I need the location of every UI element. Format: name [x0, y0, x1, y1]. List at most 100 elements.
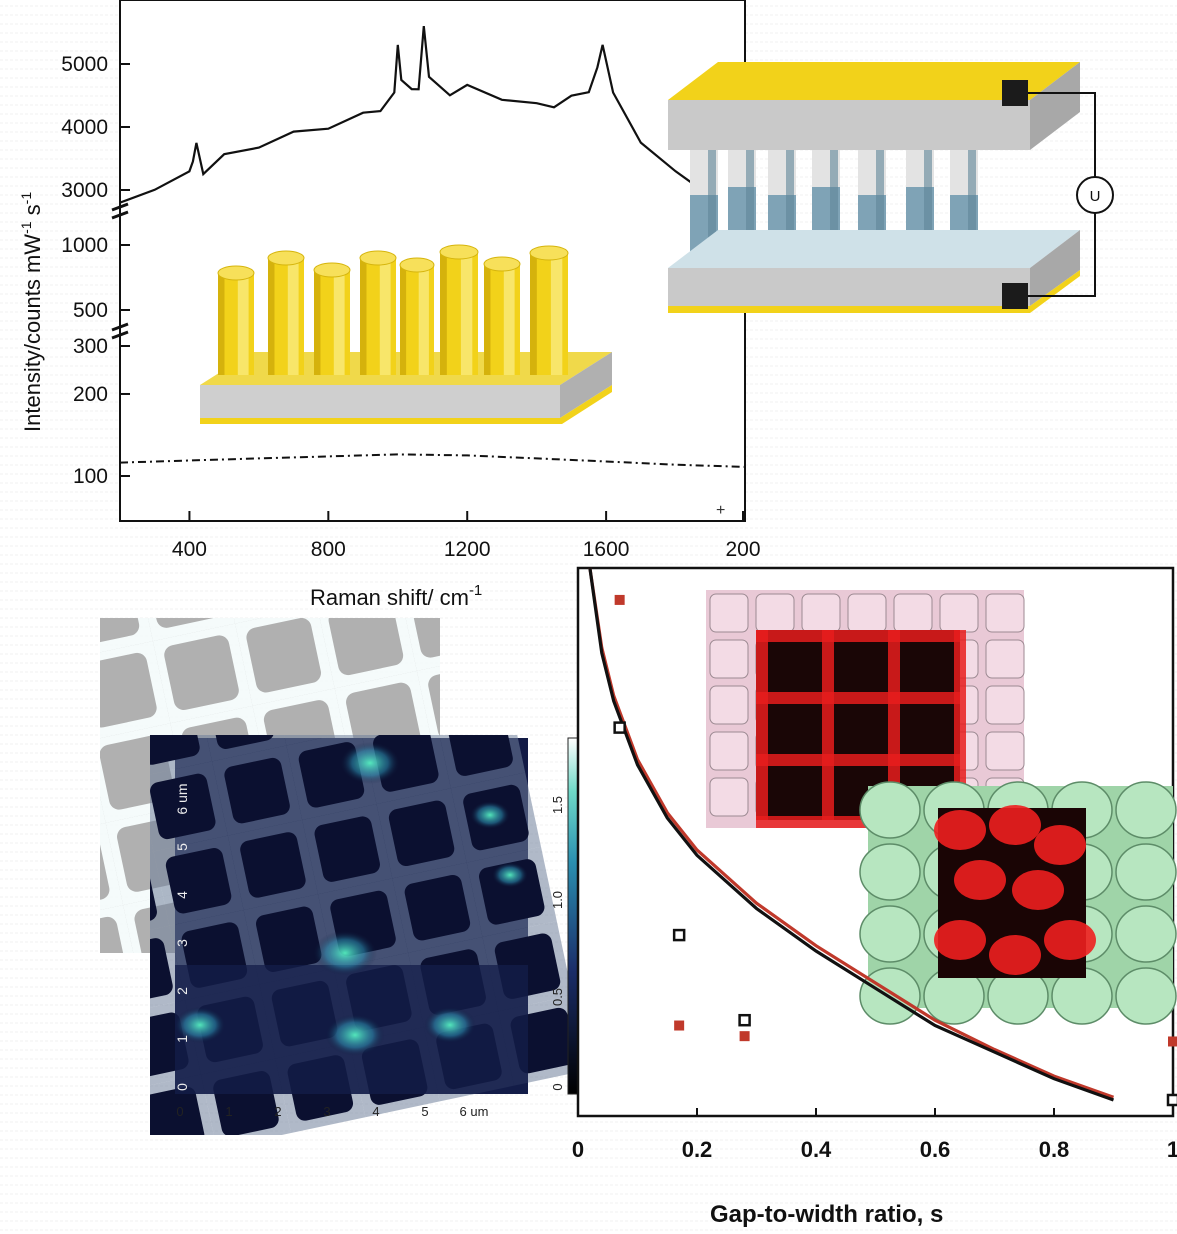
x-tick-label: 800	[311, 538, 346, 561]
heatmap-x-tick-label: 6 um	[460, 1104, 489, 1119]
heatmap-y-tick-label: 5	[174, 843, 190, 851]
heatmap-dark-cell	[388, 800, 455, 867]
heatmap-y-tick-label: 4	[174, 891, 190, 899]
red-blob	[1034, 825, 1086, 865]
colorbar-tick-label: 0	[550, 1083, 565, 1090]
heatmap-dark-cell	[447, 735, 513, 776]
micrograph-square	[100, 916, 127, 953]
x-axis-label: Raman shift/ cm-1	[310, 582, 482, 610]
red-blob	[989, 935, 1041, 975]
heatmap-dark-cell	[255, 906, 322, 972]
gap-x-ticks: 0 0.2 0.4 0.6 0.8 1	[572, 1108, 1177, 1162]
heatmap-dark-cell	[150, 773, 216, 840]
raman-plot-frame	[119, 0, 746, 522]
raman-chart: 5000 4000 3000 1000 500 300 200 100 400 800 1200 1…	[18, 0, 1114, 610]
raman-intensity-heatmap: 0 1 2 3 4 5 6 um 0 1 2 3 4 5 6 um 0 0.5 1.0 1.5	[150, 735, 589, 1135]
gap-x-tick-label: 0.8	[1039, 1137, 1070, 1162]
red-blob	[934, 810, 986, 850]
heatmap-hotspot	[325, 1014, 385, 1056]
x-tick-label: 1200	[444, 538, 491, 561]
red-blob	[954, 860, 1006, 900]
gold-pillar	[439, 244, 479, 375]
svg-text:U: U	[1090, 188, 1101, 205]
gap-x-tick-label: 0	[572, 1137, 584, 1162]
heatmap-y-tick-label: 1	[174, 1035, 190, 1043]
red-blob	[1044, 920, 1096, 960]
gold-pillar	[529, 245, 569, 375]
gold-pillar	[359, 250, 397, 375]
gold-nanopillar-array-illustration	[200, 244, 612, 424]
y-axis-label: Intensity/counts mW-1 s-1	[18, 192, 45, 432]
y-tick-label: 5000	[61, 53, 108, 76]
heatmap-y-tick-label: 3	[174, 939, 190, 947]
heatmap-x-tick-label: 3	[323, 1104, 330, 1119]
colorbar-tick-label: 0.5	[550, 988, 565, 1006]
colorbar-ticks: 0 0.5 1.0 1.5	[550, 796, 565, 1091]
heatmap-hotspot	[174, 1006, 226, 1044]
heatmap-dark-cell	[150, 1086, 205, 1135]
data-point-filled-square	[674, 1020, 685, 1031]
gap-x-axis-label: Gap-to-width ratio, s	[710, 1201, 943, 1228]
heatmap-hotspot	[340, 742, 400, 784]
data-point-filled-square	[614, 594, 625, 605]
gap-x-tick-label: 0.2	[682, 1137, 713, 1162]
heatmap-y-tick-label: 2	[174, 987, 190, 995]
green-micrograph-inset	[859, 781, 1177, 1025]
gap-x-tick-label: 0.4	[801, 1137, 832, 1162]
heatmap-dark-cell	[150, 1012, 189, 1078]
heatmap-y-ticks: 0 1 2 3 4 5 6 um	[174, 783, 190, 1090]
heatmap-hotspot	[424, 1006, 476, 1044]
x-tick-group: 400 800 1200 1600 200	[172, 511, 761, 561]
gold-pillar	[313, 262, 351, 375]
y-tick-label: 300	[73, 335, 108, 358]
corner-mark: +	[716, 502, 725, 519]
bottom-electrode-pad	[1002, 283, 1028, 309]
y-tick-label: 1000	[61, 234, 108, 257]
gap-x-tick-label: 1	[1167, 1137, 1177, 1162]
red-blob	[934, 920, 986, 960]
heatmap-x-tick-label: 1	[225, 1104, 232, 1119]
micrograph-square	[100, 618, 140, 646]
data-point-open-square	[672, 928, 686, 942]
x-tick-label: 200	[725, 538, 760, 561]
y-tick-label: 100	[73, 465, 108, 488]
circle-u-icon: U	[1076, 176, 1114, 214]
micrograph-square	[100, 652, 157, 728]
y-axis-break-upper	[111, 202, 129, 220]
heatmap-x-ticks: 0 1 2 3 4 5 6 um	[176, 1104, 488, 1119]
data-point-open-square	[613, 721, 626, 734]
heatmap-dark-cell	[150, 735, 200, 765]
fit-curve	[588, 567, 1115, 1102]
x-tick-label: 1600	[583, 538, 630, 561]
data-point-filled-square	[739, 1031, 750, 1042]
pink-micrograph-inset	[706, 590, 1025, 828]
heatmap-y-tick-label: 6 um	[174, 783, 190, 814]
gap-x-tick-label: 0.6	[920, 1137, 951, 1162]
red-blob	[989, 805, 1041, 845]
heatmap-dark-cell	[240, 832, 306, 898]
heatmap-x-tick-label: 2	[274, 1104, 281, 1119]
micrograph-square	[410, 618, 440, 658]
gold-pillar	[399, 257, 435, 375]
heatmap-dark-cell	[224, 757, 290, 824]
heatmap-dark-cell	[165, 848, 232, 914]
heatmap-hotspot	[313, 930, 377, 976]
y-tick-label: 3000	[61, 179, 108, 202]
gold-pillar	[267, 250, 305, 375]
colorbar-tick-label: 1.5	[550, 796, 565, 814]
heatmap-dark-cell	[150, 938, 173, 1004]
y-axis-break-lower	[111, 322, 129, 340]
pillar-electrode-device-illustration: U	[668, 62, 1114, 313]
micrograph-square	[328, 618, 404, 676]
heatmap-dark-cell	[314, 816, 380, 882]
y-tick-label: 200	[73, 383, 108, 406]
heatmap-x-tick-label: 0	[176, 1104, 183, 1119]
x-tick-label: 400	[172, 538, 207, 561]
red-blob	[1012, 870, 1064, 910]
data-point-filled-square	[1168, 1036, 1177, 1047]
heatmap-x-tick-label: 5	[421, 1104, 428, 1119]
heatmap-hotspot	[470, 801, 510, 829]
data-point-open-square	[738, 1013, 751, 1027]
top-electrode-pad	[1002, 80, 1028, 106]
micrograph-square	[246, 618, 321, 693]
